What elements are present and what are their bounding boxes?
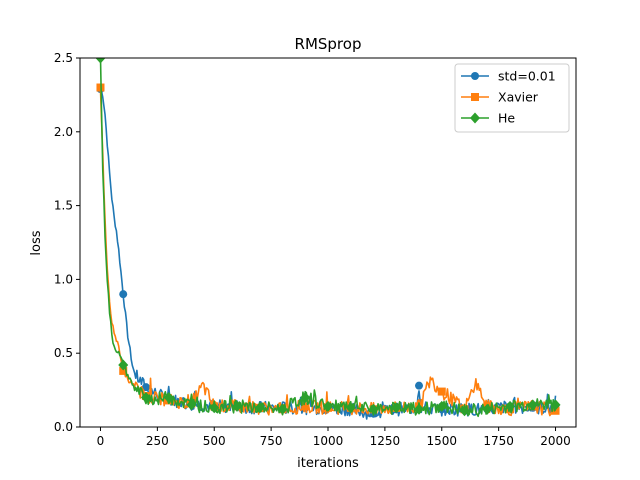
data-point [231, 400, 242, 412]
y-tick-label: 1.5 [54, 199, 73, 213]
legend-item-0: std=0.01 [461, 69, 556, 84]
y-tick-label: 2.0 [54, 125, 73, 139]
x-tick-label: 1750 [483, 434, 514, 448]
data-point [459, 405, 470, 417]
data-point [277, 403, 288, 415]
legend: std=0.01 Xavier He [454, 63, 570, 133]
data-point [436, 400, 447, 412]
y-tick-label: 0.0 [54, 420, 73, 434]
data-point [323, 400, 333, 412]
y-tick-label: 2.5 [54, 51, 73, 65]
data-point [300, 391, 311, 403]
x-tick-label: 750 [260, 434, 283, 448]
legend-item-2: He [461, 111, 515, 126]
data-point [415, 381, 424, 390]
data-point [163, 391, 174, 403]
x-tick-label: 1500 [426, 434, 457, 448]
legend-label: Xavier [498, 90, 539, 105]
data-point [505, 400, 516, 412]
legend-item-1: Xavier [461, 90, 539, 105]
legend-marker [470, 112, 480, 124]
data-point [527, 399, 538, 411]
data-point [118, 359, 129, 371]
y-axis-label: loss [29, 230, 44, 255]
data-point [301, 402, 310, 411]
data-point [345, 402, 356, 414]
data-point [437, 387, 446, 396]
x-tick-label: 250 [146, 434, 169, 448]
data-point [414, 403, 425, 415]
data-point [119, 366, 128, 375]
y-tick-label: 1.0 [54, 272, 73, 286]
data-point [119, 290, 128, 299]
legend-label: He [498, 111, 515, 126]
x-tick-label: 1000 [313, 434, 344, 448]
x-tick-label: 2000 [540, 434, 571, 448]
x-tick-label: 0 [97, 434, 105, 448]
legend-box [454, 63, 570, 133]
legend-marker [471, 72, 479, 80]
data-point [368, 403, 379, 415]
legend-label: std=0.01 [498, 69, 556, 84]
data-point [550, 399, 561, 411]
data-point [186, 399, 197, 411]
series-layer [95, 58, 561, 420]
x-tick-label: 1250 [370, 434, 401, 448]
data-point [209, 402, 220, 414]
series-2 [95, 58, 561, 418]
series-line [99, 89, 557, 417]
data-point [482, 403, 493, 415]
legend-marker [471, 93, 479, 101]
data-point [391, 402, 402, 414]
data-point [141, 383, 150, 392]
data-point [254, 402, 265, 414]
x-tick-label: 500 [203, 434, 226, 448]
data-point [140, 391, 151, 403]
data-point [95, 58, 106, 64]
y-tick-label: 0.5 [54, 346, 73, 360]
axes-layer: 0 250 500 750 1000 1250 1500 1750 2000 0.0 0.5 1.0 1… [54, 51, 577, 448]
x-axis-label: iterations [297, 456, 359, 471]
chart-title: RMSprop [295, 35, 362, 53]
